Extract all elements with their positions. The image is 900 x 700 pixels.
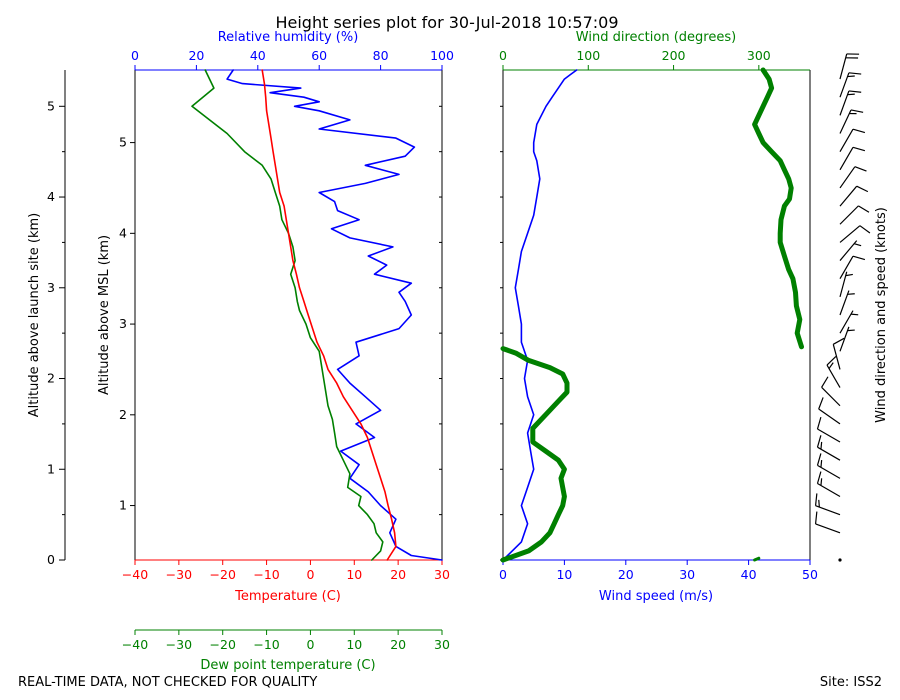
wind-barb <box>839 90 862 116</box>
wind-barb <box>814 511 841 534</box>
temp-tick-label: −30 <box>166 567 192 582</box>
msl-altitude-tick-label: 2 <box>119 407 127 422</box>
wind-speed-tick-label: 30 <box>679 567 695 582</box>
dew-axis-label: Dew point temperature (C) <box>200 658 375 673</box>
wind-barb <box>838 558 842 562</box>
relative-humidity-line <box>226 69 443 561</box>
msl-altitude-tick-label: 3 <box>119 316 127 331</box>
launch-altitude-tick-label: 4 <box>47 189 55 204</box>
wind-barb <box>839 225 871 243</box>
dew-tick-label: −10 <box>253 637 279 652</box>
wind-speed-axis-label: Wind speed (m/s) <box>599 589 713 604</box>
wind-barb <box>839 326 855 352</box>
temp-tick-label: 30 <box>434 567 450 582</box>
wind-speed-line <box>502 69 578 561</box>
wind-barb <box>816 416 841 443</box>
wind-barb <box>839 240 862 261</box>
rh-tick-label: 0 <box>131 48 139 63</box>
wind-speed-tick-label: 40 <box>741 567 757 582</box>
temp-tick-label: −10 <box>253 567 279 582</box>
temp-tick-label: 0 <box>306 567 314 582</box>
wind-barb <box>839 290 855 316</box>
wind-barb <box>839 310 859 334</box>
dew-tick-label: −30 <box>166 637 192 652</box>
msl-altitude-tick-label: 4 <box>119 225 127 240</box>
wind-speed-tick-label: 50 <box>802 567 818 582</box>
dew-tick-label: 30 <box>434 637 450 652</box>
temp-axis-label: Temperature (C) <box>234 589 341 604</box>
wind-barb <box>839 72 862 98</box>
wind-dir-tick-label: 0 <box>499 48 507 63</box>
wind-speed-tick-label: 10 <box>556 567 572 582</box>
launch-altitude-tick-label: 3 <box>47 280 55 295</box>
launch-altitude-tick-label: 1 <box>47 461 55 476</box>
barbs-axis-label: Wind direction and speed (knots) <box>874 207 889 423</box>
thermo-panel-frame <box>134 69 443 561</box>
wind-direction-surface-mark <box>753 556 761 562</box>
msl-altitude-tick-label: 5 <box>119 135 127 150</box>
temp-tick-label: −40 <box>122 567 148 582</box>
launch-altitude-tick-label: 5 <box>47 98 55 113</box>
rh-tick-label: 60 <box>311 48 327 63</box>
rh-tick-label: 80 <box>373 48 389 63</box>
rh-tick-label: 40 <box>250 48 266 63</box>
wind-barb <box>816 471 841 498</box>
wind-barb <box>816 435 841 461</box>
dew-tick-label: −40 <box>122 637 148 652</box>
wind-speed-tick-label: 0 <box>499 567 507 582</box>
rh-tick-label: 20 <box>188 48 204 63</box>
wind-barb <box>818 397 841 425</box>
wind-speed-tick-label: 20 <box>618 567 634 582</box>
temp-tick-label: −20 <box>210 567 236 582</box>
msl-altitude-tick-label: 1 <box>119 498 127 513</box>
wind-barb <box>839 146 866 171</box>
temp-tick-label: 20 <box>390 567 406 582</box>
wind-barb <box>826 356 841 388</box>
figure-title: Height series plot for 30-Jul-2018 10:57… <box>275 13 618 32</box>
launch-altitude-tick-label: 0 <box>47 552 55 567</box>
wind-barb <box>839 128 866 152</box>
wind-direction-line-upper <box>752 67 804 350</box>
wind-barb <box>832 337 845 370</box>
temp-tick-label: 10 <box>346 567 362 582</box>
wind-barb <box>839 185 869 207</box>
wind-barb <box>839 109 864 134</box>
launch-altitude-tick-label: 2 <box>47 371 55 386</box>
rh-tick-label: 100 <box>430 48 454 63</box>
msl-altitude-axis-label: Altitude above MSL (km) <box>97 235 112 395</box>
dew-tick-label: 20 <box>390 637 406 652</box>
wind-dir-tick-label: 300 <box>747 48 771 63</box>
dew-point-line <box>191 69 384 561</box>
wind-barb <box>839 205 870 225</box>
wind-barb <box>839 166 867 189</box>
wind-barb <box>816 453 841 479</box>
footer-quality-note: REAL-TIME DATA, NOT CHECKED FOR QUALITY <box>18 675 317 690</box>
launch-altitude-axis-label: Altitude above launch site (km) <box>27 213 42 417</box>
dew-tick-label: 0 <box>306 637 314 652</box>
dew-tick-label: −20 <box>210 637 236 652</box>
temperature-line <box>261 69 397 561</box>
wind-barb <box>839 255 866 280</box>
wind-barb <box>814 493 841 516</box>
wind-barb <box>839 271 853 298</box>
rh-axis-label: Relative humidity (%) <box>218 30 359 45</box>
wind-barb <box>839 53 860 80</box>
wind-dir-tick-label: 200 <box>662 48 686 63</box>
wind-barb <box>821 376 841 407</box>
wind-dir-tick-label: 100 <box>576 48 600 63</box>
dew-tick-label: 10 <box>346 637 362 652</box>
footer-site: Site: ISS2 <box>820 675 882 690</box>
wind-direction-line-lower <box>500 346 570 563</box>
wind-direction-axis-label: Wind direction (degrees) <box>576 30 736 45</box>
